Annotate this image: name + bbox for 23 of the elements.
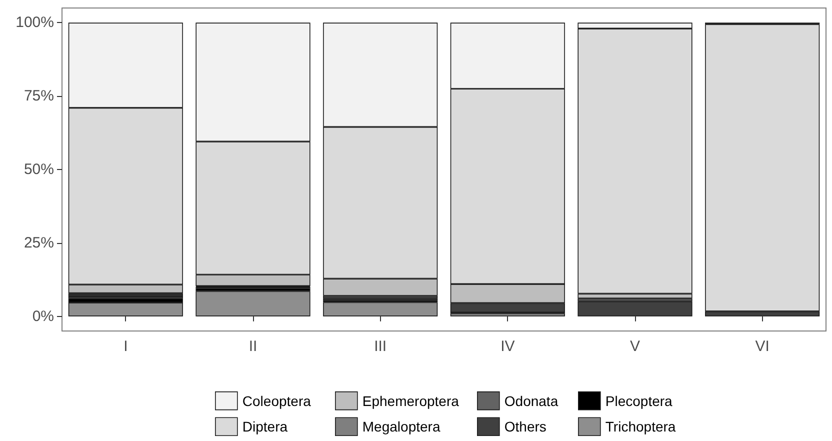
y-tick-label: 25% [24, 234, 54, 252]
bar [578, 301, 692, 316]
y-tick-label: 75% [24, 88, 54, 105]
x-tick-label: III [374, 338, 387, 355]
legend-label: Odonata [504, 392, 558, 409]
legend-label: Megaloptera [362, 418, 440, 435]
x-tick-label: II [248, 338, 258, 355]
x-tick-label: VI [755, 338, 770, 355]
bar [323, 302, 438, 316]
x-tick-label: IV [500, 338, 515, 355]
bar [196, 291, 310, 316]
bar [68, 302, 183, 316]
x-tick-label: I [124, 338, 128, 355]
legend-label: Ephemeroptera [362, 392, 460, 409]
legend-label: Plecoptera [605, 392, 673, 409]
y-tick-label: 0% [32, 308, 54, 325]
legend-label: Trichoptera [605, 418, 676, 435]
y-tick-label: 50% [24, 161, 54, 178]
legend-label: Diptera [242, 418, 288, 435]
x-tick-label: V [630, 338, 640, 355]
legend-label: Others [504, 418, 546, 435]
y-tick-label: 100% [16, 14, 54, 32]
legend-label: Coleoptera [242, 392, 312, 409]
